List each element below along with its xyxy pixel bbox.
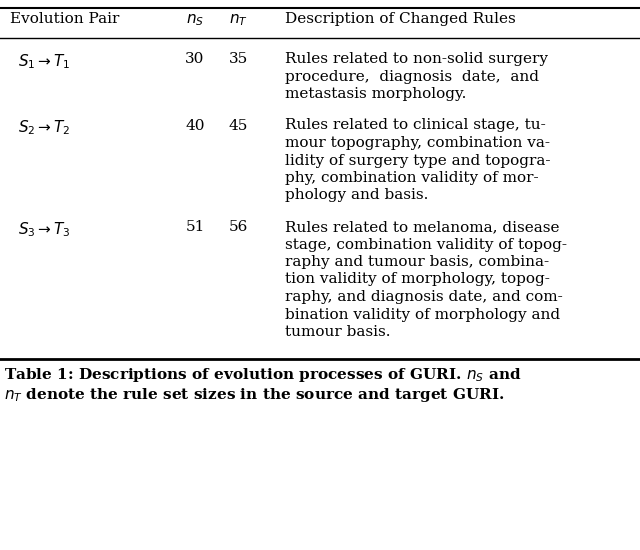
Text: stage, combination validity of topog-: stage, combination validity of topog-: [285, 238, 567, 251]
Text: $S_2 \rightarrow T_2$: $S_2 \rightarrow T_2$: [18, 118, 70, 137]
Text: bination validity of morphology and: bination validity of morphology and: [285, 307, 560, 322]
Text: procedure,  diagnosis  date,  and: procedure, diagnosis date, and: [285, 69, 539, 84]
Text: raphy, and diagnosis date, and com-: raphy, and diagnosis date, and com-: [285, 290, 563, 304]
Text: raphy and tumour basis, combina-: raphy and tumour basis, combina-: [285, 255, 549, 269]
Text: Rules related to clinical stage, tu-: Rules related to clinical stage, tu-: [285, 118, 546, 133]
Text: tion validity of morphology, topog-: tion validity of morphology, topog-: [285, 272, 550, 287]
Text: $S_3 \rightarrow T_3$: $S_3 \rightarrow T_3$: [18, 220, 71, 239]
Text: metastasis morphology.: metastasis morphology.: [285, 87, 467, 101]
Text: lidity of surgery type and topogra-: lidity of surgery type and topogra-: [285, 153, 550, 168]
Text: 35: 35: [228, 52, 248, 66]
Text: tumour basis.: tumour basis.: [285, 325, 390, 339]
Text: $S_1 \rightarrow T_1$: $S_1 \rightarrow T_1$: [18, 52, 70, 71]
Text: Evolution Pair: Evolution Pair: [10, 12, 120, 26]
Text: 56: 56: [228, 220, 248, 234]
Text: phy, combination validity of mor-: phy, combination validity of mor-: [285, 171, 539, 185]
Text: 51: 51: [186, 220, 205, 234]
Text: Table 1: Descriptions of evolution processes of GURI. $n_S$ and: Table 1: Descriptions of evolution proce…: [4, 366, 522, 384]
Text: Description of Changed Rules: Description of Changed Rules: [285, 12, 516, 26]
Text: 45: 45: [228, 118, 248, 133]
Text: 40: 40: [185, 118, 205, 133]
Text: mour topography, combination va-: mour topography, combination va-: [285, 136, 550, 150]
Text: Rules related to non-solid surgery: Rules related to non-solid surgery: [285, 52, 548, 66]
Text: 30: 30: [186, 52, 205, 66]
Text: $n_S$: $n_S$: [186, 12, 204, 28]
Text: $n_T$ denote the rule set sizes in the source and target GURI.: $n_T$ denote the rule set sizes in the s…: [4, 387, 504, 404]
Text: $n_T$: $n_T$: [228, 12, 248, 28]
Text: phology and basis.: phology and basis.: [285, 189, 428, 202]
Text: Rules related to melanoma, disease: Rules related to melanoma, disease: [285, 220, 559, 234]
